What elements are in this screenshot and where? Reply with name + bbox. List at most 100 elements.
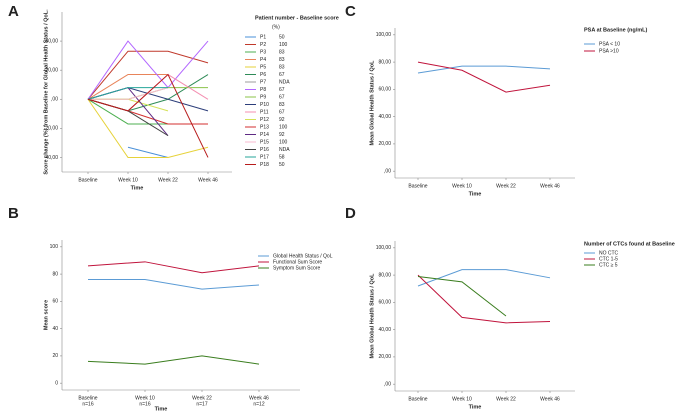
x-tick-label: Baseline bbox=[78, 395, 97, 401]
x-tick-label: Week 46 bbox=[198, 177, 218, 183]
legend-label: P7 bbox=[260, 79, 266, 85]
panel-label: B bbox=[8, 205, 19, 222]
x-axis-title: Time bbox=[131, 185, 144, 191]
legend-label: Global Health Status / QoL bbox=[273, 253, 333, 259]
series-line bbox=[87, 98, 209, 158]
legend-value: 92 bbox=[279, 132, 285, 138]
y-tick-label: 60,00 bbox=[378, 87, 391, 93]
legend-label: P1 bbox=[260, 34, 266, 40]
legend-label: P11 bbox=[260, 109, 269, 115]
legend-value: 83 bbox=[279, 64, 285, 70]
series-line bbox=[417, 61, 551, 93]
legend-title: PSA at Baseline (ng/mL) bbox=[584, 27, 648, 33]
legend-value: 83 bbox=[279, 57, 285, 63]
series-line bbox=[417, 269, 551, 287]
panel-label: A bbox=[8, 3, 19, 20]
y-tick-label: 40 bbox=[52, 326, 58, 332]
y-tick-label: ,00 bbox=[51, 97, 58, 103]
x-axis-title: Time bbox=[469, 191, 482, 197]
x-tick-label: Week 10 bbox=[135, 395, 155, 401]
legend-value: 92 bbox=[279, 117, 285, 123]
x-count-label: n=16 bbox=[139, 401, 150, 407]
legend-unit: (%) bbox=[272, 24, 280, 30]
legend-label: Symptom Sum Score bbox=[273, 265, 320, 271]
legend-label: P9 bbox=[260, 94, 266, 100]
y-tick-label: 0 bbox=[55, 381, 58, 387]
legend-title: Number of CTCs found at Baseline bbox=[584, 241, 675, 247]
x-tick-label: Baseline bbox=[78, 177, 97, 183]
legend-value: 83 bbox=[279, 102, 285, 108]
x-axis-title: Time bbox=[469, 404, 482, 410]
series-line bbox=[417, 65, 551, 74]
y-tick-label: 80,00 bbox=[378, 59, 391, 65]
x-count-label: n=17 bbox=[196, 401, 207, 407]
legend-label: PSA >10 bbox=[599, 48, 619, 54]
legend-label: P6 bbox=[260, 72, 266, 78]
series-line bbox=[417, 275, 507, 317]
legend-value: NDA bbox=[279, 147, 290, 153]
y-tick-label: 100 bbox=[50, 244, 59, 250]
x-axis-title: Time bbox=[155, 406, 168, 412]
legend-label: P15 bbox=[260, 139, 269, 145]
y-tick-label: 80 bbox=[52, 271, 58, 277]
y-tick-label: ,00 bbox=[384, 169, 391, 175]
y-axis-title: Score change (%) from Baseline for Globa… bbox=[43, 9, 49, 175]
legend-label: P12 bbox=[260, 117, 269, 123]
legend-value: 67 bbox=[279, 109, 285, 115]
y-tick-label: 100,00 bbox=[376, 245, 392, 251]
series-line bbox=[417, 274, 551, 324]
legend-label: P18 bbox=[260, 162, 269, 168]
y-tick-label: ,00 bbox=[384, 382, 391, 388]
legend-label: P17 bbox=[260, 154, 269, 160]
series-line bbox=[88, 279, 260, 290]
x-tick-label: Week 10 bbox=[452, 183, 472, 189]
series-line bbox=[87, 74, 168, 100]
y-tick-label: 80,00 bbox=[378, 272, 391, 278]
y-tick-label: 40,00 bbox=[378, 114, 391, 120]
series-line bbox=[88, 98, 169, 112]
legend-label: CTC ≥ 5 bbox=[599, 262, 618, 268]
series-line bbox=[127, 146, 169, 158]
x-count-label: n=16 bbox=[82, 401, 93, 407]
x-tick-label: Week 22 bbox=[496, 183, 516, 189]
legend-label: P3 bbox=[260, 49, 266, 55]
series-line bbox=[88, 87, 169, 100]
legend-value: 50 bbox=[279, 34, 285, 40]
legend-value: 100 bbox=[279, 42, 288, 48]
y-tick-label: 20 bbox=[52, 353, 58, 359]
legend-value: 67 bbox=[279, 87, 285, 93]
legend-value: 83 bbox=[279, 49, 285, 55]
x-tick-label: Week 22 bbox=[192, 395, 212, 401]
legend-label: P13 bbox=[260, 124, 269, 130]
legend-label: P16 bbox=[260, 147, 269, 153]
legend-value: NDA bbox=[279, 79, 290, 85]
legend-label: P10 bbox=[260, 102, 269, 108]
y-tick-label: -40,00 bbox=[44, 155, 58, 161]
y-tick-label: 20,00 bbox=[378, 141, 391, 147]
x-tick-label: Baseline bbox=[408, 396, 427, 402]
series-line bbox=[87, 261, 260, 274]
y-tick-label: 60 bbox=[52, 299, 58, 305]
legend-label: P2 bbox=[260, 42, 266, 48]
legend-value: 67 bbox=[279, 94, 285, 100]
x-count-label: n=12 bbox=[253, 401, 264, 407]
legend-label: P8 bbox=[260, 87, 266, 93]
y-tick-label: 20,00 bbox=[378, 354, 391, 360]
legend-label: CTC 1-5 bbox=[599, 256, 618, 262]
legend-label: P4 bbox=[260, 57, 266, 63]
legend-value: 100 bbox=[279, 139, 288, 145]
legend-label: P5 bbox=[260, 64, 266, 70]
legend-value: 67 bbox=[279, 72, 285, 78]
legend-value: 100 bbox=[279, 124, 288, 130]
legend-label: PSA < 10 bbox=[599, 41, 620, 47]
y-tick-label: 40,00 bbox=[378, 327, 391, 333]
x-tick-label: Week 10 bbox=[452, 396, 472, 402]
series-line bbox=[87, 40, 209, 100]
y-axis-title: Mean score bbox=[43, 300, 49, 330]
y-tick-label: -20,00 bbox=[44, 126, 58, 132]
x-tick-label: Week 10 bbox=[118, 177, 138, 183]
x-tick-label: Week 22 bbox=[496, 396, 516, 402]
series-line bbox=[87, 73, 209, 158]
series-line bbox=[87, 98, 168, 125]
